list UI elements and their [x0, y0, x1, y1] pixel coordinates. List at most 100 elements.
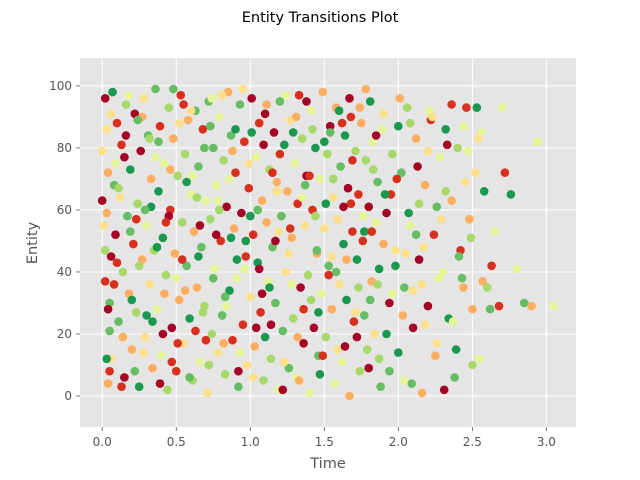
data-point: [460, 177, 470, 187]
data-point: [280, 357, 289, 367]
data-point: [388, 289, 397, 299]
data-point: [177, 255, 187, 264]
data-point: [323, 149, 332, 159]
data-point: [317, 289, 326, 299]
data-point: [118, 332, 128, 342]
data-point: [180, 149, 190, 159]
data-point: [262, 218, 271, 227]
data-point: [441, 125, 451, 134]
data-point: [333, 214, 342, 224]
data-point: [434, 273, 443, 283]
data-point: [311, 143, 320, 153]
data-point: [500, 168, 510, 177]
data-point: [314, 308, 323, 317]
data-point: [139, 94, 148, 103]
data-point: [100, 94, 110, 103]
data-point: [207, 94, 217, 103]
data-point: [476, 128, 486, 137]
data-point: [432, 339, 442, 348]
data-point: [118, 267, 128, 277]
data-point: [324, 261, 334, 271]
data-point: [305, 388, 314, 398]
data-point: [485, 304, 495, 314]
data-point: [129, 239, 138, 249]
data-point: [342, 295, 351, 305]
data-point: [222, 202, 231, 212]
data-point: [166, 165, 175, 174]
data-point: [438, 267, 448, 277]
data-point: [285, 224, 295, 233]
data-point: [355, 103, 365, 112]
data-point: [280, 140, 289, 150]
data-point: [253, 205, 262, 215]
data-point: [114, 183, 123, 193]
data-point: [309, 323, 319, 333]
data-point: [479, 187, 489, 196]
data-point: [361, 84, 371, 94]
data-point: [124, 90, 134, 100]
data-point: [512, 264, 522, 274]
y-axis-title: Entity: [25, 221, 41, 264]
data-point: [288, 314, 298, 323]
data-point: [407, 379, 417, 388]
data-point: [203, 388, 212, 398]
data-point: [246, 211, 255, 221]
data-point: [225, 174, 234, 184]
data-point: [320, 224, 329, 233]
data-point: [373, 177, 382, 187]
data-point: [463, 146, 473, 156]
x-tick-label: 1.5: [315, 435, 334, 449]
data-point: [243, 360, 252, 370]
data-point: [400, 376, 409, 385]
data-point: [176, 90, 185, 100]
data-point: [284, 363, 294, 373]
data-point: [121, 100, 131, 109]
data-point: [367, 227, 377, 236]
data-point: [133, 115, 142, 125]
data-point: [391, 246, 400, 255]
data-point: [472, 103, 482, 112]
data-point: [315, 370, 325, 379]
data-point: [179, 100, 188, 109]
data-point: [397, 168, 406, 177]
data-point: [437, 214, 446, 224]
data-point: [441, 187, 451, 196]
data-point: [189, 227, 199, 236]
data-point: [161, 218, 171, 227]
data-point: [240, 137, 249, 146]
data-point: [246, 292, 255, 302]
data-point: [171, 366, 181, 376]
data-point: [377, 125, 387, 134]
data-point: [167, 357, 177, 367]
data-point: [432, 202, 442, 212]
data-point: [447, 100, 456, 109]
data-point: [102, 208, 111, 218]
data-point: [549, 301, 559, 311]
data-point: [405, 221, 415, 230]
data-point: [222, 301, 231, 311]
data-point: [240, 264, 249, 274]
data-point: [328, 193, 338, 202]
data-point: [185, 314, 194, 323]
data-point: [290, 159, 300, 168]
data-point: [123, 211, 132, 221]
data-point: [158, 233, 168, 243]
data-point: [297, 134, 307, 143]
data-point: [400, 283, 409, 292]
data-point: [268, 168, 277, 177]
data-point: [348, 156, 357, 165]
data-point: [284, 249, 294, 258]
data-point: [161, 270, 171, 280]
data-point: [251, 323, 261, 333]
data-point: [379, 239, 388, 249]
data-point: [103, 168, 113, 177]
data-point: [238, 84, 248, 94]
data-point: [260, 332, 270, 342]
data-point: [194, 252, 203, 261]
data-point: [318, 87, 328, 97]
data-point: [97, 196, 107, 205]
data-point: [163, 385, 172, 395]
data-point: [287, 233, 297, 243]
